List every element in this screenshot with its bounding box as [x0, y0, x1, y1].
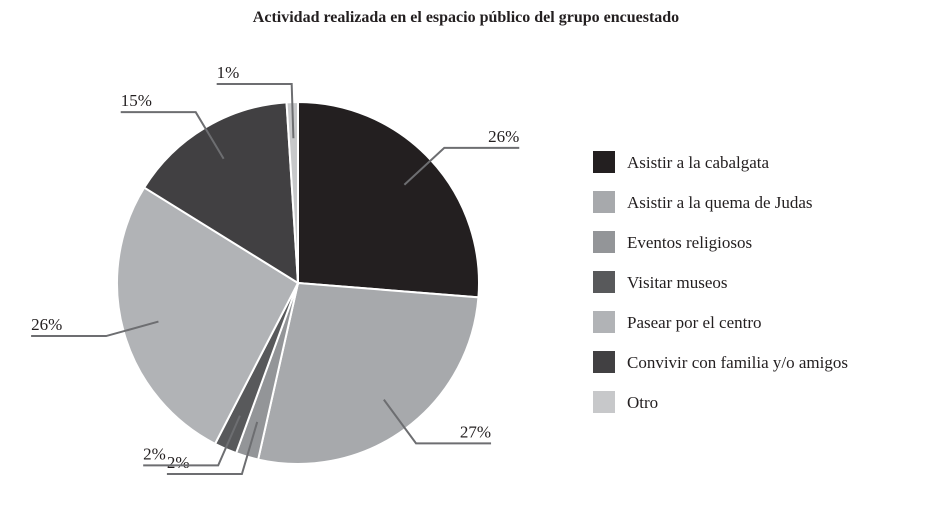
legend-label: Otro: [627, 393, 658, 412]
leader-line: [120, 111, 225, 160]
data-label: 2%: [167, 453, 190, 472]
leader-line: [216, 83, 295, 139]
legend-swatch: [593, 191, 615, 213]
data-label: 27%: [460, 422, 491, 441]
legend-swatch: [593, 311, 615, 333]
leader-line: [403, 146, 520, 186]
legend-swatch: [593, 151, 615, 173]
leader-line: [31, 320, 159, 338]
leader-line: [166, 421, 259, 476]
legend-label: Asistir a la cabalgata: [627, 153, 770, 172]
legend-label: Asistir a la quema de Judas: [627, 193, 813, 212]
leader-line: [383, 399, 492, 445]
pie-slice: [297, 100, 480, 299]
legend-swatch: [593, 351, 615, 373]
chart-title: Actividad realizada en el espacio públic…: [253, 9, 679, 26]
legend-swatch: [593, 271, 615, 293]
legend-swatch: [593, 391, 615, 413]
data-label: 26%: [31, 315, 62, 334]
data-label: 2%: [143, 444, 166, 463]
data-label: 1%: [217, 63, 240, 82]
data-label: 15%: [121, 91, 152, 110]
legend-label: Convivir con familia y/o amigos: [627, 353, 848, 372]
legend-swatch: [593, 231, 615, 253]
legend-label: Pasear por el centro: [627, 313, 762, 332]
legend-label: Visitar museos: [627, 273, 728, 292]
data-label: 26%: [488, 127, 519, 146]
leader-line: [143, 415, 241, 467]
legend-label: Eventos religiosos: [627, 233, 752, 252]
